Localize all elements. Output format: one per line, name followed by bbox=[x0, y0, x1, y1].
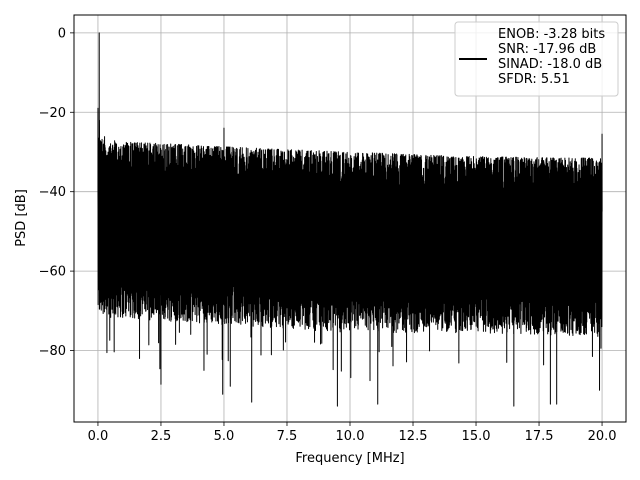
x-tick-label: 0.0 bbox=[88, 429, 109, 444]
x-axis-ticks: 0.0 2.5 5.0 7.5 10.0 12.5 15.0 17.5 20.0 bbox=[88, 422, 617, 444]
y-tick-label: 0 bbox=[58, 26, 66, 41]
y-axis-ticks: 0 −20 −40 −60 −80 bbox=[39, 26, 74, 359]
x-tick-label: 20.0 bbox=[588, 429, 617, 444]
legend-line-snr: SNR: -17.96 dB bbox=[498, 42, 596, 57]
y-tick-label: −20 bbox=[39, 106, 66, 121]
x-tick-label: 10.0 bbox=[336, 429, 365, 444]
y-tick-label: −60 bbox=[39, 265, 66, 280]
legend-line-sfdr: SFDR: 5.51 bbox=[498, 72, 570, 87]
psd-series bbox=[97, 32, 603, 407]
x-axis-label: Frequency [MHz] bbox=[295, 451, 404, 466]
y-tick-label: −80 bbox=[39, 344, 66, 359]
x-tick-label: 2.5 bbox=[151, 429, 172, 444]
x-tick-label: 15.0 bbox=[462, 429, 491, 444]
x-tick-label: 5.0 bbox=[214, 429, 235, 444]
legend-line-sinad: SINAD: -18.0 dB bbox=[498, 57, 602, 72]
psd-line bbox=[97, 32, 603, 407]
x-tick-label: 12.5 bbox=[399, 429, 428, 444]
x-tick-label: 17.5 bbox=[525, 429, 554, 444]
legend: ENOB: -3.28 bits SNR: -17.96 dB SINAD: -… bbox=[454, 21, 619, 97]
y-axis-label: PSD [dB] bbox=[14, 189, 29, 247]
y-tick-label: −40 bbox=[39, 185, 66, 200]
legend-line-enob: ENOB: -3.28 bits bbox=[498, 27, 605, 42]
legend-box bbox=[454, 21, 619, 97]
x-tick-label: 7.5 bbox=[277, 429, 298, 444]
